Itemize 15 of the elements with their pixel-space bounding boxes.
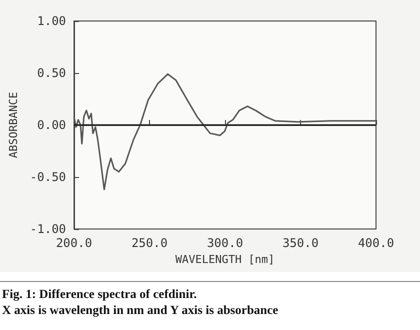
x-tick-label: 200.0 bbox=[56, 236, 92, 250]
x-tick-label: 250.0 bbox=[131, 236, 168, 250]
y-tick-label: 1.00 bbox=[37, 14, 66, 28]
text: X axis is wavelength in nm and Y axis is absorbance bbox=[2, 302, 278, 318]
x-tick-label: 350.0 bbox=[282, 236, 319, 250]
x-axis-title: WAVELENGTH [nm] bbox=[175, 252, 275, 266]
y-axis-title: ABSORBANCE bbox=[7, 92, 20, 158]
x-tick-label: 300.0 bbox=[206, 236, 244, 250]
caption: Fig. 1: Difference spectra of cefdinir. bbox=[2, 286, 198, 302]
y-tick-label: -0.50 bbox=[30, 170, 66, 184]
line-series bbox=[73, 73, 377, 190]
y-tick-label: -1.00 bbox=[30, 222, 66, 236]
y-tick-label: 0.50 bbox=[37, 66, 66, 80]
y-tick-label: 0.00 bbox=[37, 118, 66, 132]
x-tick-label: 400.0 bbox=[358, 236, 394, 250]
